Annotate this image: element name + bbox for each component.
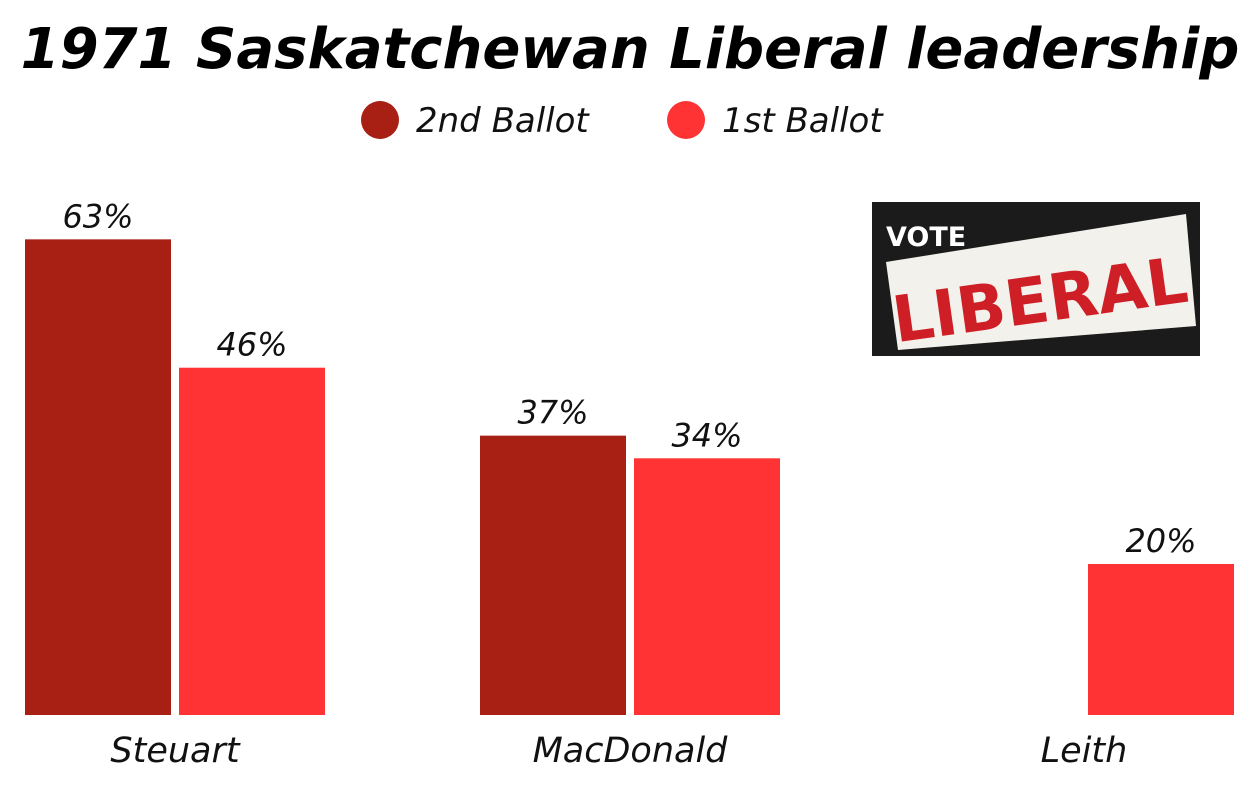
legend-label-2nd-ballot: 2nd Ballot <box>416 101 590 141</box>
vote-liberal-poster: VOTE LIBERAL <box>872 202 1200 358</box>
bar-leith-1st-ballot <box>1088 564 1234 715</box>
legend: 2nd Ballot 1st Ballot <box>361 101 884 141</box>
legend-swatch-1st-ballot <box>667 101 705 139</box>
legend-label-1st-ballot: 1st Ballot <box>722 101 884 141</box>
poster-white-band <box>886 214 1196 350</box>
category-label-steuart: Steuart <box>110 731 240 771</box>
data-label-steuart-2nd-ballot: 63% <box>62 197 133 235</box>
chart-title: 1971 Saskatchewan Liberal leadership <box>21 17 1240 82</box>
data-label-macdonald-1st-ballot: 34% <box>671 416 742 454</box>
category-label-macdonald: MacDonald <box>533 731 729 771</box>
bar-macdonald-1st-ballot <box>634 458 780 715</box>
bar-macdonald-2nd-ballot <box>480 435 626 715</box>
bars-group: 63% 46% Steuart 37% 34% MacDonald 20% Leith <box>25 197 1234 771</box>
data-label-leith-1st-ballot: 20% <box>1125 522 1196 560</box>
legend-swatch-2nd-ballot <box>361 101 399 139</box>
bar-steuart-1st-ballot <box>179 367 325 715</box>
bar-steuart-2nd-ballot <box>25 239 171 715</box>
category-label-leith: Leith <box>1041 731 1128 771</box>
data-label-steuart-1st-ballot: 46% <box>216 326 287 364</box>
data-label-macdonald-2nd-ballot: 37% <box>517 394 588 432</box>
poster-vote-text: VOTE <box>886 222 966 253</box>
